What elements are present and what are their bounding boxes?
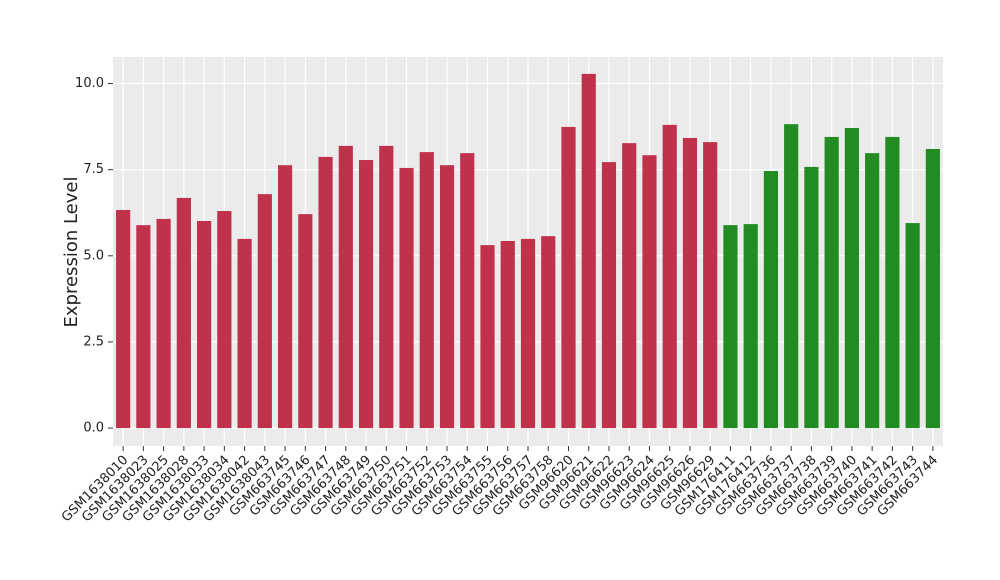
bar [176,197,191,429]
bar [763,171,779,429]
bar [460,153,475,429]
bar [844,127,859,429]
bar [885,136,900,429]
bar [136,225,151,429]
bar [824,136,839,429]
bar [379,145,394,429]
bar [804,166,819,429]
bar [500,240,515,429]
bar [622,143,637,429]
bar [277,165,293,429]
bar [439,165,455,429]
bar [156,218,171,429]
y-tick-label: 7.5 [83,162,104,177]
y-tick-label: 2.5 [83,334,104,349]
bar [217,211,232,429]
bar [865,153,880,429]
bar [419,152,434,429]
bar [925,148,940,429]
bar [520,238,536,429]
bar [601,162,617,429]
bar [905,223,920,429]
bar [197,221,212,429]
bar [116,209,131,429]
bar [561,126,576,429]
bar [257,194,272,429]
bar [784,124,799,429]
bar [703,142,718,429]
y-tick-label: 5.0 [83,248,104,263]
bar [662,124,677,429]
bar [298,214,313,429]
bar [237,238,252,429]
bar [318,156,333,429]
y-tick-label: 0.0 [83,421,104,436]
bar [480,245,495,429]
bar [682,137,698,429]
bar [581,73,596,429]
bar [358,160,374,429]
bar [743,224,758,429]
y-tick-label: 10.0 [75,76,104,91]
bar [642,155,657,429]
bar [541,236,556,429]
y-axis-label: Expression Level [61,177,82,328]
bar [399,167,414,429]
bar [338,145,353,429]
bar [723,225,738,429]
